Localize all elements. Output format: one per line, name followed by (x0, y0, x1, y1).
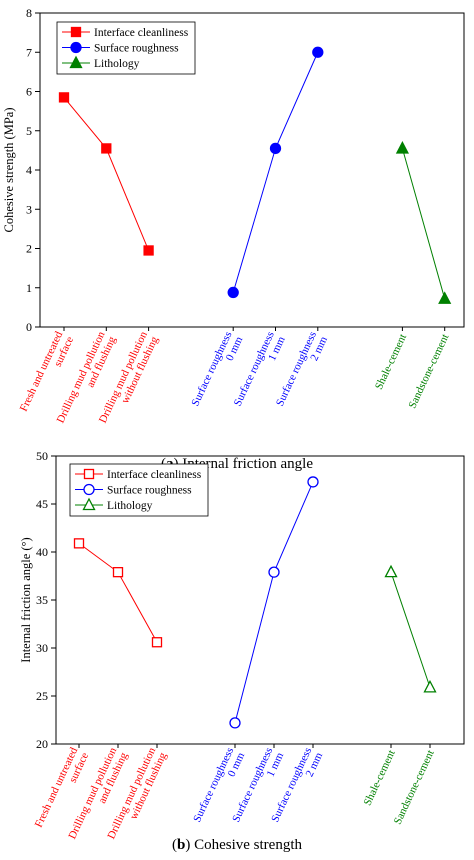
data-point (307, 476, 319, 488)
legend-label: Interface cleanliness (94, 27, 189, 39)
caption-paren: ( (172, 837, 177, 853)
y-tick-label: 8 (26, 6, 32, 20)
legend-marker (83, 483, 95, 496)
y-tick-label: 40 (36, 545, 48, 559)
y-tick-label: 30 (36, 641, 48, 655)
legend-label: Lithology (107, 500, 153, 512)
y-tick-label: 2 (26, 242, 32, 256)
x-category-label-line: Shale-cement (373, 332, 409, 391)
series-line (232, 52, 319, 293)
data-point (395, 141, 409, 154)
x-category-label-line: Surface roughness (189, 330, 234, 408)
y-tick-label: 0 (26, 320, 32, 334)
legend-marker (69, 55, 83, 69)
x-category-label-line: Shale-cement (362, 748, 398, 807)
data-point (268, 566, 280, 578)
caption-letter: b (177, 837, 185, 853)
x-category-label: Shale-cement (373, 332, 409, 391)
y-tick-label: 20 (36, 737, 48, 751)
x-category-label: Shale-cement (362, 748, 398, 807)
legend-marker (82, 497, 96, 511)
y-tick-label: 45 (36, 497, 48, 511)
x-category-label: Sandstone-cement (392, 748, 437, 826)
data-point (58, 92, 70, 103)
legend-marker (83, 468, 95, 480)
x-category-label-line: Fresh and untreated (33, 745, 81, 829)
legend: Interface cleanliness Surface roughness Li… (69, 463, 209, 517)
series-line (63, 97, 150, 251)
x-category-label-line: Fresh and untreated (18, 329, 66, 413)
data-point (112, 567, 124, 578)
y-axis-title: Cohesive strength (MPa) (2, 108, 16, 233)
data-point (151, 637, 163, 648)
y-tick-label: 5 (26, 124, 32, 138)
y-tick-label: 35 (36, 593, 48, 607)
data-point (438, 291, 452, 304)
data-point (73, 538, 85, 549)
caption-paren: ) (185, 837, 194, 853)
data-point (143, 245, 154, 256)
data-point (227, 286, 239, 299)
x-category-label-line: Sandstone-cement (406, 332, 451, 410)
data-point (269, 142, 282, 155)
y-tick-label: 3 (26, 202, 32, 216)
series-line (234, 481, 314, 724)
legend-label: Interface cleanliness (107, 469, 202, 481)
legend: Interface cleanliness Surface roughness Li… (56, 21, 196, 75)
data-point (423, 679, 437, 693)
x-category-label-line: Sandstone-cement (392, 748, 437, 826)
x-category-label: Sandstone-cement (406, 332, 451, 410)
legend-label: Surface roughness (94, 43, 179, 55)
panel-caption: (b) Cohesive strength (172, 837, 302, 853)
legend-marker (70, 26, 82, 38)
chart-panel-b: 20 25 30 35 40 45 50 Internal friction angle (°… (19, 449, 465, 853)
caption-text: Internal friction angle (182, 456, 313, 472)
legend-label: Surface roughness (107, 485, 192, 497)
caption-text: Cohesive strength (194, 837, 302, 853)
series-line (401, 148, 446, 299)
y-tick-label: 6 (26, 85, 32, 99)
data-point (101, 143, 112, 154)
y-axis-title: Internal friction angle (°) (19, 537, 33, 662)
legend-label: Lithology (94, 58, 140, 70)
series-line (390, 571, 431, 688)
chart-panel-a: 0 1 2 3 4 5 6 7 8 Cohesive strength (MPa) Interfac… (2, 6, 465, 472)
data-point (384, 564, 398, 578)
data-point (229, 717, 241, 729)
y-tick-label: 1 (26, 281, 32, 295)
x-category-label-line: Surface roughness (191, 746, 236, 824)
y-tick-label: 7 (26, 45, 32, 59)
legend-marker (70, 41, 82, 54)
data-point (312, 46, 324, 58)
y-tick-label: 50 (36, 449, 48, 463)
y-tick-label: 25 (36, 689, 48, 703)
series-line (78, 542, 158, 643)
y-tick-label: 4 (26, 163, 32, 177)
